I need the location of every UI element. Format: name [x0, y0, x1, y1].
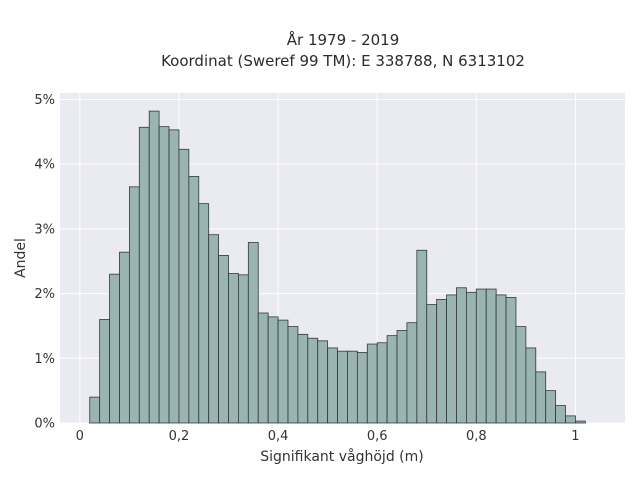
histogram-bar	[128, 186, 140, 424]
histogram-bar	[396, 330, 408, 424]
y-axis-label: Andel	[13, 238, 29, 278]
y-axis-ticks: 0% 1% 2% 3% 4% 5%	[34, 93, 55, 432]
histogram-bar	[456, 287, 467, 424]
histogram-bar	[208, 234, 219, 424]
x-axis-label: Signifikant våghöjd (m)	[260, 448, 423, 465]
histogram-bar	[277, 319, 289, 424]
histogram-bar	[386, 335, 398, 424]
histogram-bar	[257, 312, 269, 424]
histogram-bar	[416, 249, 428, 424]
y-tick-label: 3%	[34, 222, 55, 237]
histogram-bar	[446, 294, 457, 424]
y-tick-label: 5%	[34, 93, 55, 108]
histogram-bar	[515, 326, 527, 424]
histogram-bar	[436, 299, 447, 424]
histogram-bar	[148, 110, 160, 424]
chart-title: År 1979 - 2019	[287, 30, 400, 49]
histogram-bar	[178, 148, 190, 424]
histogram-bar	[495, 294, 507, 424]
histogram-bar	[475, 288, 487, 424]
histogram-bar	[188, 176, 200, 424]
x-tick-label: 0,4	[268, 429, 289, 444]
histogram-bar	[366, 343, 378, 424]
histogram-bar	[565, 415, 576, 424]
histogram-bar	[406, 322, 418, 424]
histogram-bar	[247, 242, 259, 424]
histogram-bar	[297, 333, 309, 424]
histogram-bar	[426, 304, 438, 424]
histogram-bar	[198, 203, 210, 424]
histogram-bar	[119, 251, 130, 424]
histogram-bar	[575, 420, 586, 424]
histogram-bar	[327, 347, 338, 424]
histogram-bar	[376, 342, 388, 424]
histogram-bar	[317, 340, 329, 424]
y-tick-label: 2%	[34, 287, 55, 302]
histogram-bar	[138, 126, 150, 424]
x-tick-label: 0,8	[466, 429, 487, 444]
histogram-bar	[347, 350, 358, 424]
x-tick-label: 1	[571, 429, 579, 444]
histogram-bar	[545, 390, 557, 424]
histogram-bar	[505, 297, 517, 424]
histogram-bar	[158, 126, 170, 424]
x-tick-label: 0	[76, 429, 84, 444]
histogram-bar	[535, 371, 547, 424]
histogram-bar	[525, 347, 537, 424]
histogram-bar	[267, 316, 279, 424]
histogram-bar	[89, 396, 101, 424]
histogram-bar	[238, 274, 249, 424]
histogram-bar	[356, 352, 368, 424]
y-tick-label: 0%	[34, 417, 55, 432]
x-tick-label: 0,2	[169, 429, 190, 444]
histogram-bar	[466, 291, 477, 424]
histogram-bar	[307, 337, 319, 424]
histogram-bar	[337, 350, 348, 424]
y-tick-label: 1%	[34, 352, 55, 367]
y-tick-label: 4%	[34, 158, 55, 173]
histogram-bar	[555, 405, 566, 424]
x-axis-ticks: 0 0,2 0,4 0,6 0,8 1	[76, 429, 580, 444]
histogram-bar	[218, 255, 229, 424]
histogram-bar	[228, 273, 239, 424]
histogram-bar	[485, 288, 497, 424]
histogram-bar	[168, 129, 180, 424]
x-tick-label: 0,6	[367, 429, 388, 444]
chart-subtitle: Koordinat (Sweref 99 TM): E 338788, N 63…	[161, 52, 525, 70]
histogram-bar	[109, 273, 120, 424]
histogram-bars	[89, 110, 586, 424]
histogram-bar	[287, 326, 299, 424]
histogram-bar	[99, 319, 110, 424]
